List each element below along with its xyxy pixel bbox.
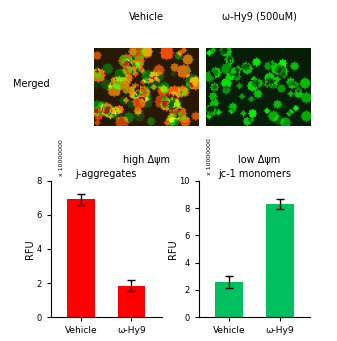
Text: low Δψm: low Δψm — [238, 155, 281, 165]
Y-axis label: RFU: RFU — [25, 239, 35, 259]
Title: jc-1 monomers: jc-1 monomers — [218, 168, 291, 179]
Text: Merged: Merged — [13, 78, 50, 89]
Title: j-aggregates: j-aggregates — [75, 168, 137, 179]
Text: x 10000000: x 10000000 — [208, 138, 212, 175]
Y-axis label: RFU: RFU — [168, 239, 178, 259]
Bar — [215, 282, 243, 317]
Text: ω-Hy9 (500uM): ω-Hy9 (500uM) — [222, 12, 297, 22]
Bar — [67, 199, 95, 317]
Text: high Δψm: high Δψm — [123, 155, 170, 165]
Bar — [118, 285, 145, 317]
Text: x 10000000: x 10000000 — [59, 139, 64, 176]
Bar — [266, 204, 294, 317]
Text: Vehicle: Vehicle — [129, 12, 164, 22]
